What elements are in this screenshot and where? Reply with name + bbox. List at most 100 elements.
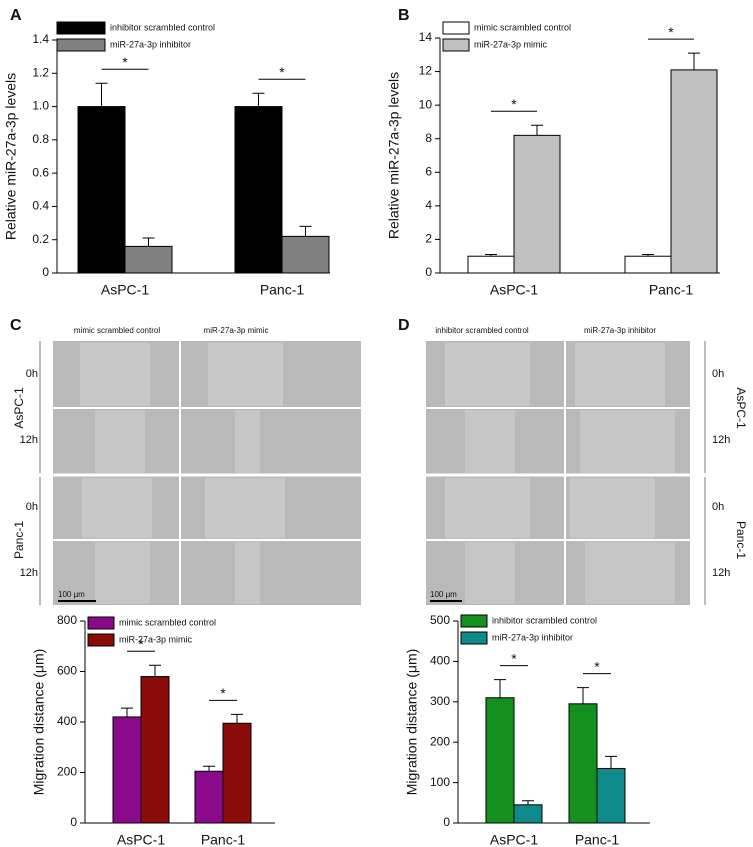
bar bbox=[513, 134, 561, 274]
x-tick-label: AsPC-1 bbox=[490, 282, 538, 298]
y-tick-label: 0 bbox=[42, 265, 49, 279]
y-axis-label: Relative miR-27a-3p levels bbox=[3, 73, 19, 240]
x-tick-label: Panc-1 bbox=[649, 282, 694, 298]
error-bar bbox=[149, 664, 161, 677]
error-bar bbox=[688, 52, 700, 70]
y-tick-label: 600 bbox=[57, 664, 77, 678]
error-bar bbox=[121, 707, 133, 717]
scale-label: 100 μm bbox=[430, 590, 457, 599]
y-tick-label: 400 bbox=[57, 714, 77, 728]
bar bbox=[234, 106, 283, 274]
column-header: inhibitor scrambled control bbox=[435, 326, 529, 335]
significance-label: * bbox=[122, 54, 128, 70]
bar bbox=[513, 804, 543, 824]
x-tick-label: Panc-1 bbox=[201, 832, 246, 847]
y-tick-label: 4 bbox=[425, 198, 432, 212]
y-tick-label: 0.2 bbox=[32, 232, 49, 246]
y-tick-label: 200 bbox=[57, 765, 77, 779]
y-tick-label: 400 bbox=[430, 654, 450, 668]
error-bar bbox=[252, 92, 265, 107]
panel-label: B bbox=[398, 7, 410, 24]
column-header: mimic scrambled control bbox=[74, 326, 160, 335]
row-label: 12h bbox=[20, 567, 38, 579]
y-tick-label: 10 bbox=[419, 97, 433, 111]
y-tick-label: 1.0 bbox=[32, 99, 49, 113]
error-bar bbox=[605, 755, 617, 769]
error-bar bbox=[531, 124, 543, 136]
image-gap bbox=[465, 410, 515, 473]
y-tick-label: 8 bbox=[425, 131, 432, 145]
legend-label: mimic scrambled control bbox=[474, 22, 571, 32]
legend-swatch bbox=[87, 633, 115, 647]
y-tick-label: 0.8 bbox=[32, 132, 49, 146]
row-label: 12h bbox=[712, 434, 730, 446]
image-gap bbox=[585, 542, 675, 604]
image-gap bbox=[205, 478, 285, 538]
y-tick-label: 100 bbox=[430, 775, 450, 789]
y-tick-label: 500 bbox=[430, 613, 450, 627]
y-tick-label: 800 bbox=[57, 613, 77, 627]
legend-label: mimic scrambled control bbox=[119, 617, 216, 627]
group-label: Panc-1 bbox=[12, 521, 26, 559]
row-label: 0h bbox=[712, 368, 724, 380]
image-gap bbox=[235, 542, 260, 604]
image-gap bbox=[95, 410, 145, 473]
x-tick-label: AsPC-1 bbox=[117, 832, 165, 847]
bar bbox=[485, 697, 515, 824]
row-label: 0h bbox=[712, 501, 724, 513]
column-header: miR-27a-3p mimic bbox=[204, 326, 269, 335]
y-tick-label: 300 bbox=[430, 694, 450, 708]
bar bbox=[670, 69, 718, 274]
y-axis-label: Migration distance (μm) bbox=[31, 649, 47, 796]
error-bar bbox=[485, 254, 497, 257]
image-gap bbox=[95, 542, 150, 604]
row-label: 12h bbox=[20, 434, 38, 446]
y-tick-label: 6 bbox=[425, 164, 432, 178]
scale-label: 100 μm bbox=[58, 590, 85, 599]
error-bar bbox=[142, 237, 155, 247]
micrograph-c bbox=[53, 341, 361, 605]
micrograph-d bbox=[426, 341, 706, 605]
x-tick-label: AsPC-1 bbox=[490, 832, 538, 847]
image-gap bbox=[80, 343, 150, 406]
y-tick-label: 0.6 bbox=[32, 165, 49, 179]
image-gap bbox=[82, 478, 152, 538]
legend-swatch bbox=[460, 614, 488, 628]
error-bar bbox=[522, 800, 534, 805]
row-label: 0h bbox=[26, 368, 38, 380]
image-gap bbox=[445, 478, 530, 538]
legend-swatch bbox=[460, 631, 488, 645]
y-tick-label: 12 bbox=[419, 64, 433, 78]
x-tick-label: Panc-1 bbox=[260, 282, 305, 298]
bar bbox=[112, 716, 142, 824]
legend-swatch bbox=[442, 21, 470, 35]
bar bbox=[467, 255, 515, 274]
panel-label: C bbox=[10, 317, 22, 334]
significance-label: * bbox=[220, 685, 226, 701]
legend-swatch bbox=[56, 21, 106, 35]
row-label: 0h bbox=[26, 501, 38, 513]
group-label: AsPC-1 bbox=[734, 387, 748, 429]
y-tick-label: 14 bbox=[419, 30, 433, 44]
legend-label: inhibitor scrambled control bbox=[110, 22, 215, 32]
image-gap bbox=[235, 410, 260, 473]
legend-swatch bbox=[87, 616, 115, 630]
y-tick-label: 0 bbox=[425, 265, 432, 279]
group-label: Panc-1 bbox=[734, 521, 748, 559]
error-bar bbox=[95, 82, 108, 107]
y-tick-label: 0 bbox=[70, 815, 77, 829]
y-tick-label: 0.4 bbox=[32, 199, 49, 213]
significance-label: * bbox=[668, 24, 674, 40]
error-bar bbox=[494, 679, 506, 698]
bar bbox=[77, 106, 126, 274]
row-label: 12h bbox=[712, 567, 730, 579]
bar bbox=[194, 770, 224, 824]
legend-label: inhibitor scrambled control bbox=[492, 615, 597, 625]
panel-label: D bbox=[398, 317, 410, 334]
y-tick-label: 1.2 bbox=[32, 65, 49, 79]
x-tick-label: AsPC-1 bbox=[101, 282, 149, 298]
bar bbox=[568, 703, 598, 824]
error-bar bbox=[299, 225, 312, 237]
significance-label: * bbox=[279, 64, 285, 80]
